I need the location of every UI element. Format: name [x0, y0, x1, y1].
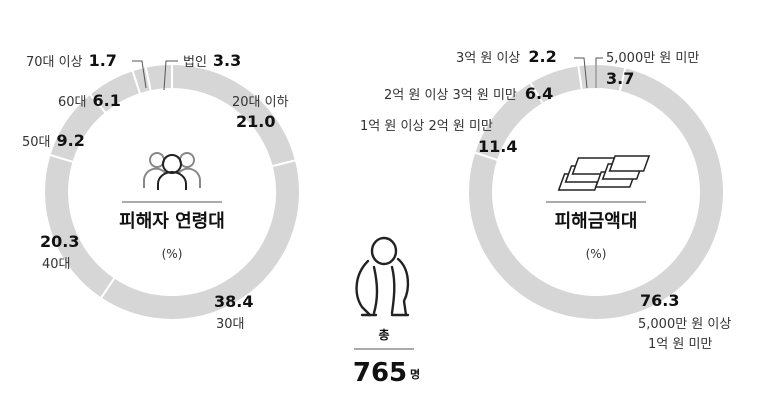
slice-value: 1.7 [89, 51, 117, 70]
sitting-person-icon [355, 236, 410, 317]
slice-label: 1억 원 이상 2억 원 미만 [360, 119, 493, 134]
slice-label: 1억 원 미만 [648, 337, 712, 352]
slice-label: 5,000만 원 미만 [606, 51, 699, 66]
age-slice-labels: 20대 이하 21.0 38.4 30대 20.3 40대 50대 9.2 60대 6.1 70대 … [22, 51, 289, 332]
slice-label: 50대 [22, 135, 51, 150]
amount-donut-chart [467, 62, 725, 321]
value-age-0: 21.0 [236, 112, 275, 131]
donut-slice-0-6 [144, 62, 173, 93]
money-stack-icon [557, 155, 651, 191]
slice-value: 21.0 [236, 112, 275, 131]
donut-slice-0-2 [43, 153, 117, 300]
amount-chart-unit: (%) [586, 247, 607, 261]
slice-value: 38.4 [214, 292, 253, 311]
label-amt-1a: 5,000만 원 이상 [638, 317, 731, 332]
label-amt-4: 3억 원 이상 2.2 [456, 47, 557, 66]
label-age-6: 법인 3.3 [183, 51, 241, 70]
label-age-1: 30대 [216, 317, 245, 332]
slice-label: 3억 원 이상 [456, 51, 520, 66]
total-block: 총 765 명 [353, 236, 420, 388]
value-amt-1: 76.3 [640, 291, 679, 310]
value-age-1: 38.4 [214, 292, 253, 311]
slice-value: 3.7 [606, 69, 634, 88]
slice-label: 법인 [183, 55, 207, 70]
label-amt-0: 5,000만 원 미만 [606, 51, 699, 66]
amount-slice-labels: 5,000만 원 미만 3.7 76.3 5,000만 원 이상 1억 원 미만 1억 원… [360, 47, 731, 352]
label-age-0: 20대 이하 [232, 95, 289, 110]
leader-age-6 [163, 60, 178, 91]
total-count: 765 [353, 358, 407, 388]
label-amt-3: 2억 원 이상 3억 원 미만 6.4 [384, 84, 553, 103]
slice-label: 70대 이상 [26, 55, 83, 70]
value-amt-2: 11.4 [478, 137, 517, 156]
slice-value: 6.1 [93, 91, 121, 110]
value-amt-0: 3.7 [606, 69, 634, 88]
label-amt-2: 1억 원 이상 2억 원 미만 [360, 119, 493, 134]
slice-label: 40대 [42, 257, 71, 272]
age-donut-chart [43, 62, 301, 321]
amount-chart-title: 피해금액대 [555, 211, 638, 232]
slice-value: 20.3 [40, 232, 79, 251]
value-age-2: 20.3 [40, 232, 79, 251]
total-unit: 명 [410, 367, 420, 381]
label-age-2: 40대 [42, 257, 71, 272]
label-amt-1b: 1억 원 미만 [648, 337, 712, 352]
amount-center: 피해금액대 (%) [546, 155, 651, 261]
donut-slice-0-0 [171, 62, 298, 168]
slice-value: 9.2 [57, 131, 85, 150]
age-chart-title: 피해자 연령대 [119, 211, 225, 232]
slice-label: 2억 원 이상 3억 원 미만 [384, 88, 517, 103]
leader-amt-4 [574, 57, 588, 89]
label-age-5: 70대 이상 1.7 [26, 51, 117, 70]
slice-value: 3.3 [213, 51, 241, 70]
leader-age-5 [132, 60, 147, 89]
label-age-4: 60대 6.1 [58, 91, 121, 110]
people-group-icon [143, 152, 201, 190]
slice-value: 11.4 [478, 137, 517, 156]
leader-amt-0 [595, 57, 603, 88]
age-chart-unit: (%) [162, 247, 183, 261]
donut-slice-1-1 [467, 66, 725, 321]
age-center: 피해자 연령대 (%) [119, 152, 225, 261]
slice-label: 30대 [216, 317, 245, 332]
slice-value: 76.3 [640, 291, 679, 310]
total-label: 총 [378, 327, 389, 342]
slice-label: 5,000만 원 이상 [638, 317, 731, 332]
slice-value: 6.4 [525, 84, 553, 103]
slice-value: 2.2 [528, 47, 556, 66]
label-age-3: 50대 9.2 [22, 131, 85, 150]
slice-label: 20대 이하 [232, 95, 289, 110]
slice-label: 60대 [58, 95, 87, 110]
